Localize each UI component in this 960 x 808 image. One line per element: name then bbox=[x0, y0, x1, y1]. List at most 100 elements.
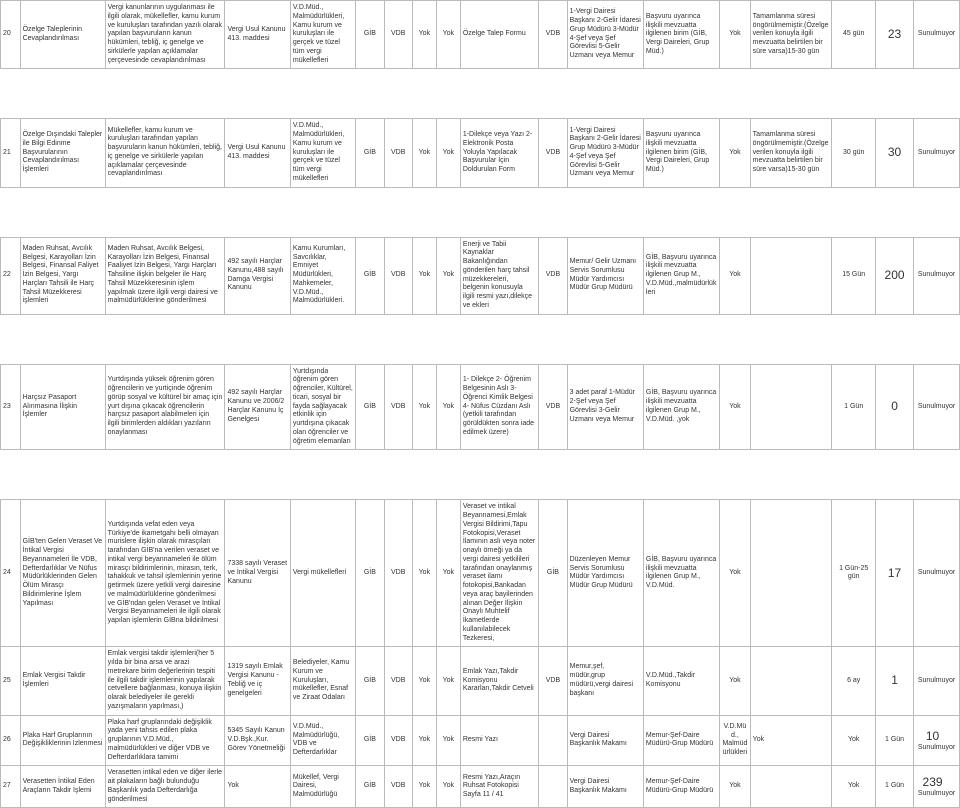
duration-days: 15 Gün bbox=[832, 237, 876, 314]
duration-text bbox=[750, 500, 832, 647]
service-name: Verasetten İntikal Eden Araçların Takdir… bbox=[20, 766, 105, 808]
col-yok2: Yok bbox=[436, 364, 460, 450]
duration-days: Yok bbox=[832, 766, 876, 808]
col-yok1: Yok bbox=[412, 715, 436, 766]
duration-text: Tamamlanma süresi öngörülmemiştir.(Özelg… bbox=[750, 119, 832, 187]
availability: 10Sunulmuyor bbox=[914, 715, 960, 766]
processing-unit: Vergi Dairesi Başkanlık Makamı bbox=[567, 766, 643, 808]
col-yok3: Yok bbox=[720, 766, 751, 808]
col-yok2: Yok bbox=[436, 500, 460, 647]
authority: VDB bbox=[539, 237, 567, 314]
col-yok1: Yok bbox=[412, 647, 436, 715]
count-big: 23 bbox=[875, 1, 913, 69]
duration-text bbox=[750, 647, 832, 715]
col-gib: GİB bbox=[356, 237, 384, 314]
col-yok3: V.D.Müd., Malmüdürlükleri bbox=[720, 715, 751, 766]
description: Maden Ruhsat, Avcılık Belgesi, Karayolla… bbox=[105, 237, 225, 314]
count-big: 0 bbox=[875, 364, 913, 450]
related-units: V.D.Müd.,Takdir Komisyonu bbox=[643, 647, 719, 715]
col-yok2: Yok bbox=[436, 647, 460, 715]
duration-text bbox=[750, 237, 832, 314]
table-row: 23Harçsız Pasaport Alınmasına İlişkin İş… bbox=[1, 364, 960, 450]
section-gap bbox=[1, 187, 960, 237]
duration-days: 1 Gün-25 gün bbox=[832, 500, 876, 647]
description: Emlak vergisi takdir işlemleri(her 5 yıl… bbox=[105, 647, 225, 715]
col-yok2: Yok bbox=[436, 1, 460, 69]
legal-basis: 1319 sayılı Emlak Vergisi Kanunu -Tebliğ… bbox=[225, 647, 290, 715]
applicants: Belediyeler, Kamu Kurum ve Kuruluşları, … bbox=[290, 647, 355, 715]
row-number: 25 bbox=[1, 647, 21, 715]
col-gib: GİB bbox=[356, 1, 384, 69]
col-gib: GİB bbox=[356, 766, 384, 808]
section-gap bbox=[1, 69, 960, 119]
duration-text bbox=[750, 364, 832, 450]
section-gap bbox=[1, 450, 960, 500]
duration-text bbox=[750, 766, 832, 808]
required-docs: Resmi Yazı,Araçın Ruhsat Fotokopisi Sayf… bbox=[460, 766, 538, 808]
availability: Sunulmuyor bbox=[914, 647, 960, 715]
col-yok2: Yok bbox=[436, 119, 460, 187]
applicants: Mükellef, Vergi Dairesi, Malmüdürlüğü bbox=[290, 766, 355, 808]
service-name: Plaka Harf Gruplarının Değişikliklerinin… bbox=[20, 715, 105, 766]
col-vdb: VDB bbox=[384, 500, 412, 647]
duration-text: Tamamlanma süresi öngörülmemiştir.(Özelg… bbox=[750, 1, 832, 69]
authority bbox=[539, 766, 567, 808]
col-gib: GİB bbox=[356, 715, 384, 766]
availability: Sunulmuyor bbox=[914, 1, 960, 69]
required-docs: Enerji ve Tabii Kaynaklar Bakanlığından … bbox=[460, 237, 538, 314]
description: Plaka harf gruplarındaki değişiklik yada… bbox=[105, 715, 225, 766]
availability: Sunulmuyor bbox=[914, 237, 960, 314]
col-yok3: Yok bbox=[720, 364, 751, 450]
availability: Sunulmuyor bbox=[914, 119, 960, 187]
description: Yurtdışında vefat eden veya Türkiye'de i… bbox=[105, 500, 225, 647]
col-gib: GİB bbox=[356, 364, 384, 450]
row-number: 22 bbox=[1, 237, 21, 314]
applicants: V.D.Müd., Malmüdürlüğü, VDB ve Defterdar… bbox=[290, 715, 355, 766]
required-docs: Veraset ve intikal Beyannamesi,Emlak Ver… bbox=[460, 500, 538, 647]
description: Yurtdışında yüksek öğrenim gören öğrenci… bbox=[105, 364, 225, 450]
required-docs: 1- Dilekçe 2- Öğrenim Belgesinin Aslı 3-… bbox=[460, 364, 538, 450]
col-yok3: Yok bbox=[720, 647, 751, 715]
data-table: 20Özelge Taleplerinin CevaplandırılmasıV… bbox=[0, 0, 960, 808]
availability: 239Sunulmuyor bbox=[914, 766, 960, 808]
duration-days: Yok bbox=[832, 715, 876, 766]
service-name: Harçsız Pasaport Alınmasına İlişkin İşle… bbox=[20, 364, 105, 450]
col-yok1: Yok bbox=[412, 119, 436, 187]
table-row: 22 Maden Ruhsat, Avcılık Belgesi, Karayol… bbox=[1, 237, 960, 314]
col-vdb: VDB bbox=[384, 119, 412, 187]
count-big: 1 Gün bbox=[875, 715, 913, 766]
authority: GİB bbox=[539, 500, 567, 647]
col-vdb: VDB bbox=[384, 715, 412, 766]
availability: Sunulmuyor bbox=[914, 364, 960, 450]
legal-basis: Vergi Usul Kanunu 413. maddesi bbox=[225, 1, 290, 69]
col-gib: GİB bbox=[356, 119, 384, 187]
related-units: Başvuru uyarınca ilişkili mevzuatta ilgi… bbox=[643, 1, 719, 69]
authority bbox=[539, 715, 567, 766]
count-big: 1 Gün bbox=[875, 766, 913, 808]
legal-basis: 492 sayılı Harçlar Kanunu ve 2006/2 Harç… bbox=[225, 364, 290, 450]
processing-unit: Memur/ Gelir Uzmanı Servis Sorumlusu Müd… bbox=[567, 237, 643, 314]
processing-unit: 1-Vergi Dairesi Başkanı 2-Gelir İdaresi … bbox=[567, 119, 643, 187]
count-big: 17 bbox=[875, 500, 913, 647]
legal-basis: 5345 Sayılı Kanun V.D.Bşk.,Kur. Görev Yö… bbox=[225, 715, 290, 766]
authority: VDB bbox=[539, 119, 567, 187]
col-yok1: Yok bbox=[412, 237, 436, 314]
duration-text: Yok bbox=[750, 715, 832, 766]
col-yok1: Yok bbox=[412, 766, 436, 808]
row-number: 26 bbox=[1, 715, 21, 766]
table-row: 20Özelge Taleplerinin CevaplandırılmasıV… bbox=[1, 1, 960, 69]
col-gib: GİB bbox=[356, 500, 384, 647]
col-yok3: Yok bbox=[720, 237, 751, 314]
duration-days: 6 ay bbox=[832, 647, 876, 715]
col-vdb: VDB bbox=[384, 1, 412, 69]
count-big: 30 bbox=[875, 119, 913, 187]
col-yok1: Yok bbox=[412, 500, 436, 647]
col-gib: GİB bbox=[356, 647, 384, 715]
related-units: Memur-Şef-Daire Müdürü-Grup Müdürü bbox=[643, 766, 719, 808]
required-docs: Resmi Yazı bbox=[460, 715, 538, 766]
table-row: 27Verasetten İntikal Eden Araçların Takd… bbox=[1, 766, 960, 808]
row-number: 27 bbox=[1, 766, 21, 808]
applicants: V.D.Müd., Malmüdürlükleri, Kamu kurum ve… bbox=[290, 119, 355, 187]
table-row: 26Plaka Harf Gruplarının Değişikliklerin… bbox=[1, 715, 960, 766]
col-yok2: Yok bbox=[436, 715, 460, 766]
